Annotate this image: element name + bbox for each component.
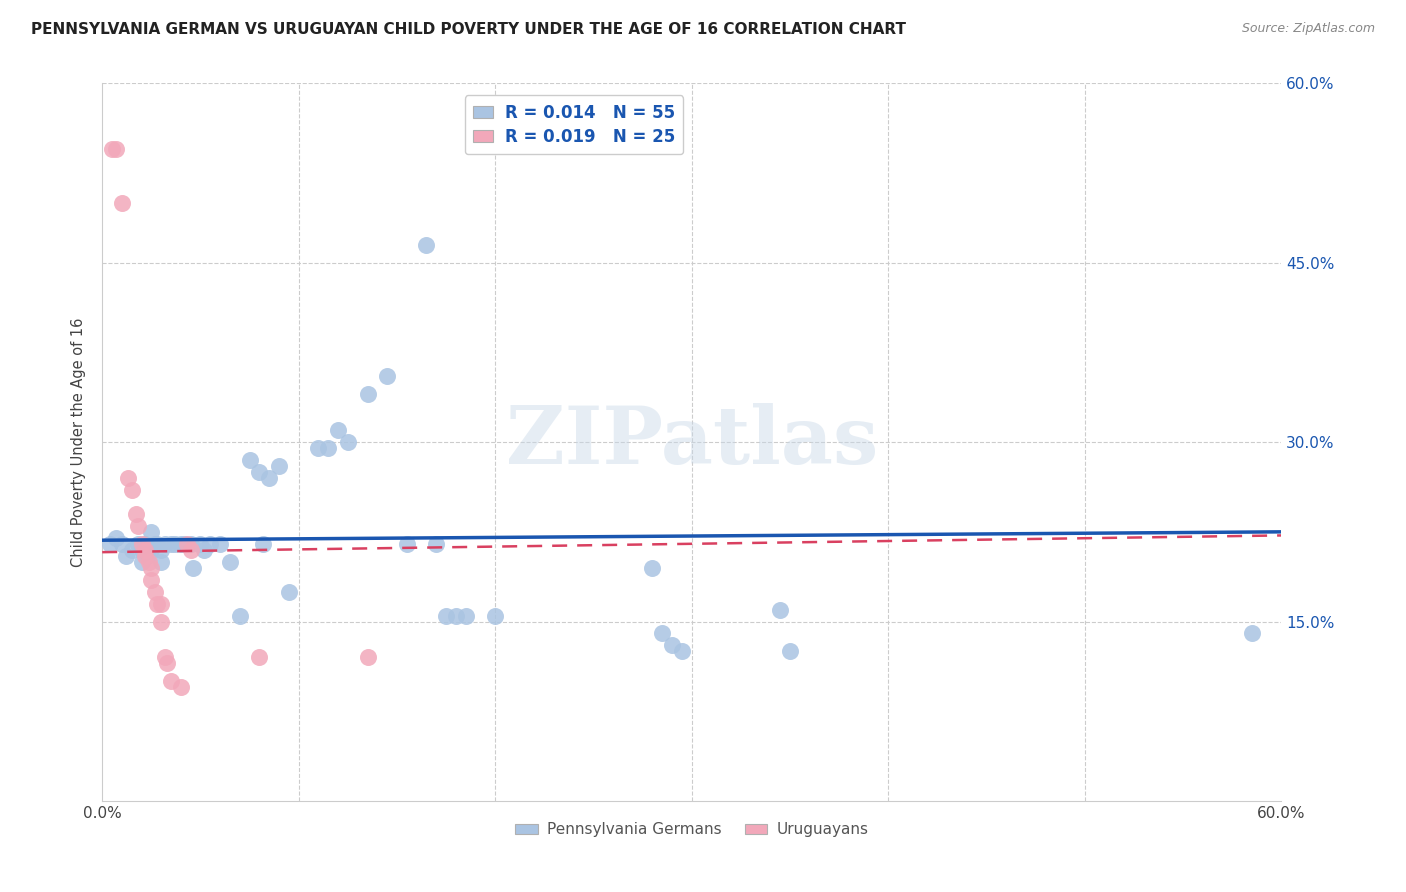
- Point: [163, 537, 186, 551]
- Text: ZIPatlas: ZIPatlas: [506, 403, 877, 481]
- Y-axis label: Child Poverty Under the Age of 16: Child Poverty Under the Age of 16: [72, 318, 86, 566]
- Point: [98, 537, 121, 551]
- Point: [229, 608, 252, 623]
- Point: [277, 584, 299, 599]
- Point: [104, 142, 127, 156]
- Point: [156, 657, 179, 671]
- Point: [111, 196, 134, 211]
- Point: [316, 441, 339, 455]
- Point: [484, 608, 506, 623]
- Point: [141, 542, 163, 557]
- Point: [239, 453, 262, 467]
- Point: [170, 537, 193, 551]
- Point: [454, 608, 477, 623]
- Point: [160, 537, 183, 551]
- Point: [131, 555, 153, 569]
- Point: [190, 537, 212, 551]
- Point: [181, 560, 204, 574]
- Point: [150, 615, 173, 629]
- Legend: Pennsylvania Germans, Uruguayans: Pennsylvania Germans, Uruguayans: [509, 816, 875, 844]
- Point: [143, 584, 166, 599]
- Point: [134, 542, 156, 557]
- Point: [153, 650, 176, 665]
- Point: [121, 483, 143, 497]
- Point: [101, 142, 124, 156]
- Point: [336, 435, 359, 450]
- Point: [173, 537, 195, 551]
- Point: [131, 542, 153, 557]
- Point: [356, 650, 378, 665]
- Point: [434, 608, 457, 623]
- Point: [104, 531, 127, 545]
- Point: [326, 423, 349, 437]
- Point: [111, 537, 134, 551]
- Point: [160, 674, 183, 689]
- Point: [267, 459, 290, 474]
- Text: PENNSYLVANIA GERMAN VS URUGUAYAN CHILD POVERTY UNDER THE AGE OF 16 CORRELATION C: PENNSYLVANIA GERMAN VS URUGUAYAN CHILD P…: [31, 22, 905, 37]
- Point: [117, 471, 139, 485]
- Point: [219, 555, 242, 569]
- Point: [170, 680, 193, 694]
- Point: [651, 626, 673, 640]
- Point: [259, 471, 281, 485]
- Point: [180, 537, 202, 551]
- Point: [146, 537, 169, 551]
- Point: [153, 537, 176, 551]
- Point: [143, 537, 166, 551]
- Point: [444, 608, 467, 623]
- Point: [769, 602, 792, 616]
- Point: [141, 524, 163, 539]
- Point: [134, 549, 156, 563]
- Point: [121, 542, 143, 557]
- Point: [193, 542, 215, 557]
- Point: [150, 555, 173, 569]
- Point: [134, 537, 156, 551]
- Point: [141, 573, 163, 587]
- Point: [146, 597, 169, 611]
- Point: [127, 537, 149, 551]
- Point: [127, 519, 149, 533]
- Point: [150, 597, 173, 611]
- Point: [307, 441, 329, 455]
- Point: [136, 549, 159, 563]
- Point: [141, 560, 163, 574]
- Point: [661, 639, 683, 653]
- Point: [150, 542, 173, 557]
- Point: [779, 644, 801, 658]
- Point: [209, 537, 232, 551]
- Point: [671, 644, 693, 658]
- Point: [395, 537, 418, 551]
- Point: [114, 549, 136, 563]
- Point: [425, 537, 447, 551]
- Point: [1240, 626, 1263, 640]
- Point: [180, 542, 202, 557]
- Text: Source: ZipAtlas.com: Source: ZipAtlas.com: [1241, 22, 1375, 36]
- Point: [131, 537, 153, 551]
- Point: [415, 238, 437, 252]
- Point: [124, 507, 146, 521]
- Point: [249, 465, 271, 479]
- Point: [375, 369, 398, 384]
- Point: [249, 650, 271, 665]
- Point: [176, 537, 198, 551]
- Point: [138, 555, 160, 569]
- Point: [200, 537, 222, 551]
- Point: [252, 537, 274, 551]
- Point: [641, 560, 664, 574]
- Point: [356, 387, 378, 401]
